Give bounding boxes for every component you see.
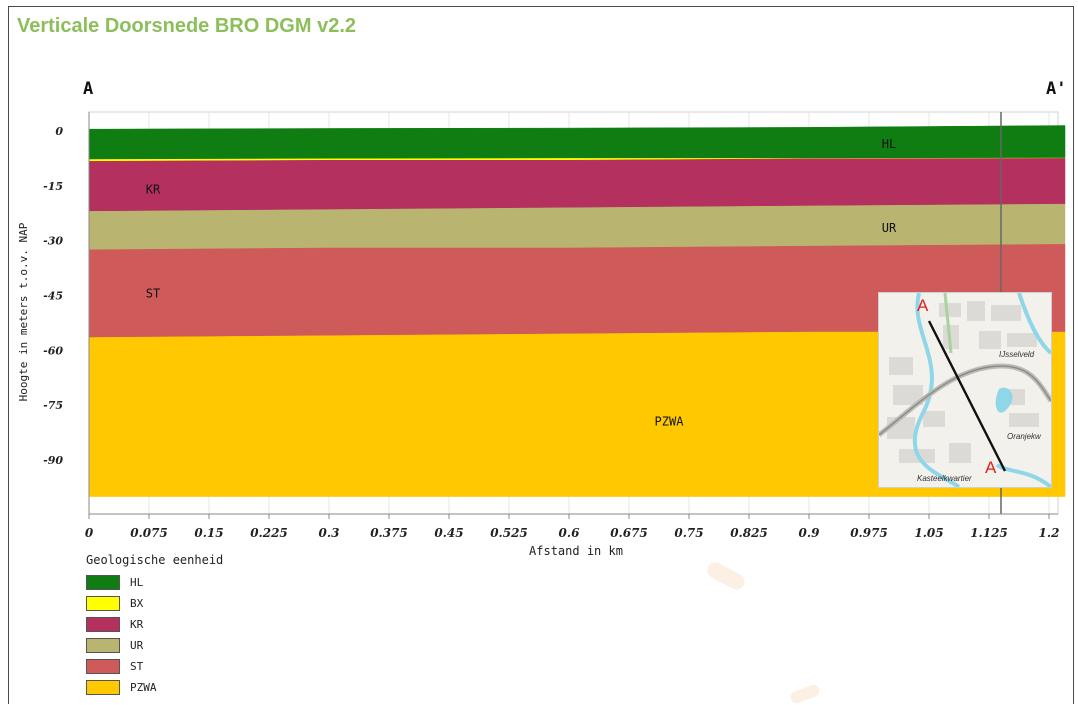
- x-tick-label: 0: [85, 526, 94, 540]
- legend-item: BX: [86, 593, 223, 614]
- layer-kr: [88, 158, 1066, 212]
- map-place-label: Kasteelkwartier: [917, 474, 972, 483]
- x-tick-label: 0.9: [799, 526, 821, 540]
- section-start-label: A: [83, 79, 93, 99]
- legend-swatch: [86, 575, 120, 590]
- layer-label: HL: [882, 137, 896, 151]
- y-tick-label: -75: [43, 399, 63, 412]
- x-tick-label: 0.075: [130, 526, 168, 540]
- inset-location-map: A A IJsselveld Oranjekw Kasteelkwartier: [878, 292, 1052, 488]
- layer-hl: [88, 125, 1066, 160]
- y-tick-label: -30: [43, 235, 63, 248]
- map-place-label: Oranjekw: [1007, 432, 1042, 441]
- y-tick-label: -90: [43, 454, 63, 467]
- legend-swatch: [86, 617, 120, 632]
- geology-layers: [88, 112, 1066, 514]
- y-tick-label: -45: [43, 290, 63, 303]
- x-tick-label: 0.45: [434, 526, 463, 540]
- y-axis-title: Hoogte in meters t.o.v. NAP: [17, 222, 30, 401]
- legend-label: KR: [130, 618, 144, 631]
- page-title: Verticale Doorsnede BRO DGM v2.2: [17, 15, 357, 37]
- axes: 0 0.075 0.15 0.225 0.3 0.375 0.45 0.525 0.6 0.675…: [43, 112, 1059, 540]
- x-tick-label: 0.975: [850, 526, 888, 540]
- legend-item: PZWA: [86, 677, 223, 698]
- map-drawing: A A IJsselveld Oranjekw Kasteelkwartier: [879, 293, 1051, 487]
- legend-rows: HL BX KR UR ST PZWA: [86, 572, 223, 698]
- legend-swatch: [86, 680, 120, 695]
- x-tick-label: 0.375: [370, 526, 408, 540]
- legend-item: UR: [86, 635, 223, 656]
- layer-labels: HL KR UR ST PZWA: [146, 137, 897, 429]
- legend-label: ST: [130, 660, 144, 673]
- legend-item: HL: [86, 572, 223, 593]
- section-end-label: A': [1046, 79, 1066, 99]
- legend-swatch: [86, 638, 120, 653]
- legend-label: HL: [130, 576, 144, 589]
- y-tick-label: 0: [55, 125, 63, 138]
- legend-swatch: [86, 659, 120, 674]
- legend-label: BX: [130, 597, 144, 610]
- map-start-label: A: [917, 296, 929, 315]
- x-tick-label: 0.225: [250, 526, 288, 540]
- legend-item: ST: [86, 656, 223, 677]
- x-tick-label: 0.525: [490, 526, 528, 540]
- legend-label: PZWA: [130, 681, 157, 694]
- legend-swatch: [86, 596, 120, 611]
- x-tick-label: 0.75: [674, 526, 703, 540]
- x-tick-label: 1.2: [1039, 526, 1060, 540]
- x-tick-label: 0.15: [194, 526, 223, 540]
- layer-ur: [88, 203, 1066, 251]
- legend-title: Geologische eenheid: [86, 553, 224, 567]
- legend-item: KR: [86, 614, 223, 635]
- legend: Geologische eenheid HL BX KR UR ST PZWA: [86, 553, 223, 698]
- x-tick-label: 0.675: [610, 526, 648, 540]
- x-tick-label: 0.6: [559, 526, 581, 540]
- x-tick-label: 1.05: [914, 526, 943, 540]
- layer-label: UR: [882, 221, 897, 235]
- layer-label: ST: [146, 287, 160, 301]
- x-tick-label: 0.825: [730, 526, 768, 540]
- x-tick-label: 0.3: [319, 526, 340, 540]
- x-axis-title: Afstand in km: [529, 544, 623, 558]
- layer-pzwa: [88, 331, 1066, 497]
- legend-label: UR: [130, 639, 144, 652]
- y-tick-label: -15: [43, 180, 63, 193]
- map-end-label: A: [985, 458, 997, 477]
- layer-label: PZWA: [655, 415, 685, 429]
- map-place-label: IJsselveld: [999, 350, 1035, 359]
- layer-label: KR: [146, 182, 161, 196]
- y-tick-label: -60: [43, 344, 63, 357]
- x-tick-label: 1.125: [970, 526, 1008, 540]
